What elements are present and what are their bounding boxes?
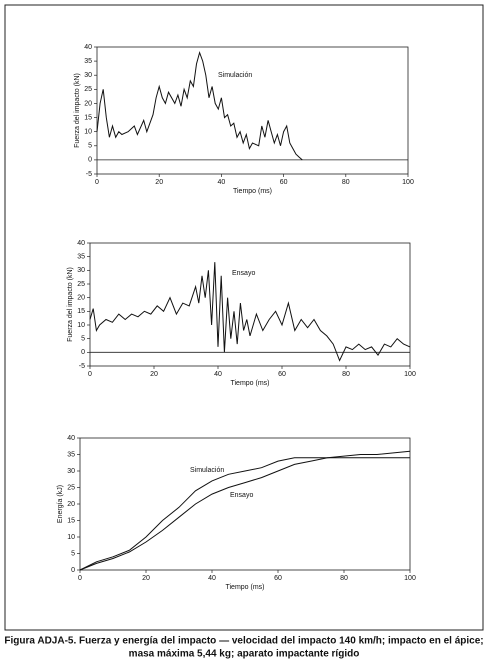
y-tick-label: 25 (77, 281, 85, 288)
y-tick-label: 0 (81, 349, 85, 356)
y-axis-label: Fuerza del impacto (kN) (67, 267, 74, 342)
y-tick-label: -5 (86, 171, 92, 178)
y-tick-label: 40 (77, 240, 85, 247)
y-tick-label: 15 (67, 517, 75, 524)
data-line (79, 450, 411, 571)
x-tick-label: 60 (274, 575, 282, 582)
x-tick-label: 80 (342, 371, 350, 378)
y-tick-label: 30 (84, 72, 92, 79)
series-label: Ensayo (230, 492, 253, 499)
x-tick-label: 40 (218, 179, 226, 186)
y-tick-label: 15 (77, 308, 85, 315)
y-axis-label: Energía (kJ) (57, 485, 64, 523)
y-tick-label: 35 (77, 254, 85, 261)
y-tick-label: 40 (67, 435, 75, 442)
x-tick-label: 60 (280, 179, 288, 186)
y-tick-label: 25 (67, 484, 75, 491)
y-tick-label: 25 (84, 86, 92, 93)
x-tick-label: 100 (404, 575, 416, 582)
annotation: Simulación (218, 72, 252, 79)
y-tick-label: 20 (77, 295, 85, 302)
x-tick-label: 60 (278, 371, 286, 378)
data-line (89, 262, 411, 362)
annotation: Ensayo (232, 270, 255, 277)
x-tick-label: 0 (88, 371, 92, 378)
y-tick-label: 0 (88, 157, 92, 164)
data-line (96, 50, 303, 161)
y-tick-label: 5 (81, 336, 85, 343)
y-tick-label: 35 (84, 58, 92, 65)
y-tick-label: -5 (79, 363, 85, 370)
x-tick-label: 100 (402, 179, 414, 186)
x-axis-label: Tiempo (ms) (225, 584, 264, 591)
y-tick-label: 10 (67, 534, 75, 541)
y-tick-label: 20 (84, 100, 92, 107)
y-tick-label: 0 (71, 567, 75, 574)
plot-frame (89, 242, 411, 367)
y-tick-label: 10 (84, 129, 92, 136)
y-tick-label: 20 (67, 501, 75, 508)
x-tick-label: 0 (78, 575, 82, 582)
y-tick-label: 40 (84, 44, 92, 51)
y-axis-label: Fuerza del impacto (kN) (74, 73, 81, 148)
x-tick-label: 20 (155, 179, 163, 186)
y-tick-label: 5 (71, 550, 75, 557)
y-tick-label: 15 (84, 114, 92, 121)
caption: masa máxima 5,44 kg; aparato impactante … (129, 649, 360, 660)
x-tick-label: 40 (214, 371, 222, 378)
x-axis-label: Tiempo (ms) (230, 380, 269, 387)
data-line (79, 457, 410, 571)
y-tick-label: 30 (77, 267, 85, 274)
frame (4, 4, 484, 631)
caption: Figura ADJA-5. Fuerza y energía del impa… (4, 636, 483, 647)
y-tick-label: 5 (88, 143, 92, 150)
x-tick-label: 20 (142, 575, 150, 582)
x-tick-label: 80 (340, 575, 348, 582)
x-tick-label: 40 (208, 575, 216, 582)
x-axis-label: Tiempo (ms) (233, 188, 272, 195)
x-tick-label: 80 (342, 179, 350, 186)
plot-frame (96, 46, 409, 175)
x-tick-label: 20 (150, 371, 158, 378)
x-tick-label: 100 (404, 371, 416, 378)
y-tick-label: 35 (67, 451, 75, 458)
y-tick-label: 30 (67, 468, 75, 475)
y-tick-label: 10 (77, 322, 85, 329)
series-label: Simulación (190, 467, 224, 474)
x-tick-label: 0 (95, 179, 99, 186)
